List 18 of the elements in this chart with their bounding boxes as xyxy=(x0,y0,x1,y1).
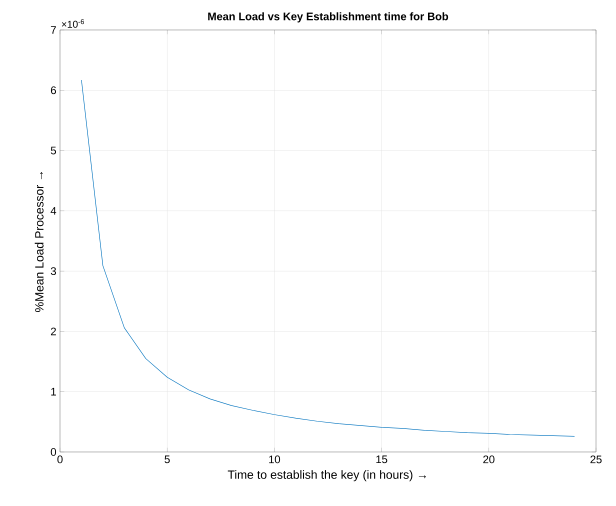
y-tick-label: 1 xyxy=(51,388,56,396)
x-tick-label: 20 xyxy=(483,456,494,464)
x-tick-label: 25 xyxy=(590,456,602,464)
y-tick-label: 3 xyxy=(50,267,56,276)
x-tick-label: 0 xyxy=(57,456,63,464)
chart-title: Mean Load vs Key Establishment time for Bob xyxy=(208,12,448,22)
x-axis-title: Time to establish the key (in hours) → xyxy=(228,470,426,482)
y-tick-label: 2 xyxy=(50,328,56,336)
y-tick-label: 4 xyxy=(50,207,56,215)
y-tick-label: 7 xyxy=(50,26,56,34)
text: ×10$^{-6}$ xyxy=(62,19,84,28)
x-tick-label: 10 xyxy=(269,456,280,464)
x-tick-label: 5 xyxy=(164,456,170,464)
y-tick-label: 5 xyxy=(50,146,56,154)
y-tick-label: 0 xyxy=(50,448,56,456)
y-axis-title: %Mean Load Processor → xyxy=(34,172,44,312)
y-tick-label: 6 xyxy=(50,86,56,94)
x-tick-label: 15 xyxy=(376,456,388,464)
